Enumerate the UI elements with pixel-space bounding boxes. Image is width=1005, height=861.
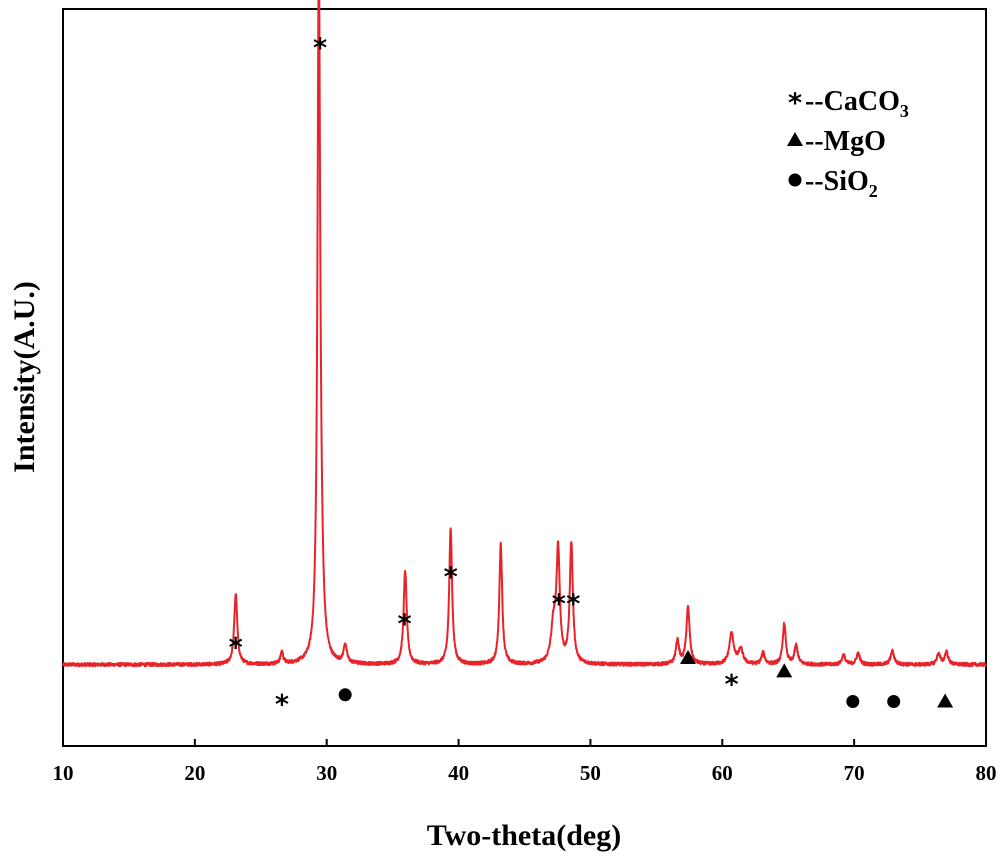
triangle-marker-10 bbox=[776, 663, 793, 678]
xrd-pattern-line bbox=[62, 0, 987, 668]
phase-markers: ****** ** bbox=[229, 33, 954, 721]
legend-star-symbol: * bbox=[788, 88, 802, 119]
legend-triangle-symbol bbox=[787, 132, 803, 146]
legend-label-1: --MgO bbox=[805, 126, 886, 157]
star-marker-2: * bbox=[313, 33, 327, 64]
x-tick-label-80: 80 bbox=[976, 761, 997, 785]
x-tick-label-40: 40 bbox=[448, 761, 469, 785]
legend-circle-symbol bbox=[788, 173, 802, 187]
star-marker-6: * bbox=[552, 589, 566, 620]
legend-label-2: --SiO2 bbox=[805, 166, 878, 201]
star-marker-7: * bbox=[566, 589, 580, 620]
x-tick-label-70: 70 bbox=[844, 761, 865, 785]
star-marker-1: * bbox=[275, 690, 289, 721]
x-axis-tick-labels: 10 20 30 40 50 60 70 80 bbox=[53, 761, 997, 785]
x-tick-label-60: 60 bbox=[712, 761, 733, 785]
triangle-marker-13 bbox=[937, 693, 954, 708]
legend: * --CaCO3 --MgO --SiO2 bbox=[787, 86, 909, 201]
y-axis-title: Intensity(A.U.) bbox=[8, 281, 41, 473]
x-tick-label-10: 10 bbox=[53, 761, 74, 785]
legend-label-0: --CaCO3 bbox=[805, 86, 909, 121]
star-marker-9: * bbox=[724, 669, 738, 700]
x-tick-label-30: 30 bbox=[316, 761, 337, 785]
circle-marker-3 bbox=[338, 688, 352, 702]
star-marker-4: * bbox=[397, 609, 411, 640]
circle-marker-12 bbox=[887, 695, 901, 708]
star-marker-5: * bbox=[444, 562, 458, 593]
circle-marker-11 bbox=[846, 695, 860, 708]
x-axis-ticks bbox=[62, 739, 987, 746]
x-axis-title: Two-theta(deg) bbox=[427, 819, 621, 852]
star-marker-0: * bbox=[229, 633, 243, 664]
triangle-marker-8 bbox=[680, 649, 697, 664]
x-tick-label-50: 50 bbox=[580, 761, 601, 785]
x-tick-label-20: 20 bbox=[184, 761, 205, 785]
plot-frame bbox=[62, 8, 987, 747]
